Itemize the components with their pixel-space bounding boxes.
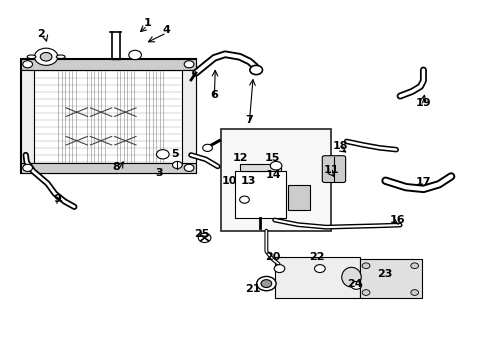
Text: 21: 21 [245, 284, 261, 294]
Text: 1: 1 [143, 18, 151, 28]
Text: 12: 12 [232, 153, 248, 163]
Text: 11: 11 [323, 165, 338, 175]
Text: 24: 24 [347, 279, 363, 289]
Circle shape [410, 263, 418, 269]
Circle shape [128, 50, 141, 60]
Circle shape [184, 164, 194, 171]
Circle shape [274, 265, 285, 273]
Circle shape [249, 65, 262, 75]
Bar [239, 164, 281, 171]
Text: 17: 17 [415, 177, 430, 187]
Circle shape [350, 282, 361, 289]
Text: 23: 23 [376, 269, 391, 279]
Circle shape [261, 280, 271, 288]
Bar [21, 59, 196, 173]
Text: 7: 7 [245, 115, 253, 125]
Text: 19: 19 [415, 98, 430, 108]
Circle shape [34, 48, 58, 65]
Bar [182, 70, 196, 163]
Bar [221, 129, 330, 231]
Text: 10: 10 [221, 176, 236, 186]
Circle shape [156, 150, 169, 159]
Circle shape [239, 196, 249, 203]
Bar [21, 59, 196, 70]
Ellipse shape [56, 55, 65, 59]
Text: 3: 3 [155, 168, 163, 178]
Ellipse shape [341, 267, 361, 287]
FancyBboxPatch shape [322, 156, 345, 183]
Text: 15: 15 [264, 153, 280, 163]
Circle shape [314, 265, 325, 273]
Text: 14: 14 [265, 170, 281, 180]
Circle shape [410, 290, 418, 296]
Text: 6: 6 [210, 90, 218, 100]
Circle shape [202, 144, 212, 152]
Circle shape [362, 290, 369, 296]
Circle shape [40, 53, 52, 61]
Circle shape [362, 263, 369, 269]
Text: 5: 5 [171, 149, 179, 159]
Bar [234, 171, 285, 217]
Text: 18: 18 [332, 141, 348, 151]
Text: 20: 20 [264, 252, 280, 262]
Text: 2: 2 [37, 28, 45, 39]
Bar [274, 257, 359, 298]
Bar [287, 185, 309, 210]
Bar [360, 259, 422, 298]
Text: 25: 25 [194, 229, 209, 239]
Circle shape [23, 61, 32, 68]
Circle shape [256, 276, 276, 291]
Text: 13: 13 [240, 176, 256, 186]
Circle shape [270, 161, 282, 170]
Bar [21, 70, 34, 163]
Circle shape [198, 233, 210, 243]
Text: 16: 16 [389, 215, 405, 225]
Circle shape [184, 61, 194, 68]
Text: 4: 4 [163, 25, 170, 35]
Text: 22: 22 [308, 252, 324, 262]
Text: 9: 9 [53, 194, 61, 203]
Circle shape [23, 164, 32, 171]
Ellipse shape [27, 55, 36, 59]
Bar [21, 163, 196, 173]
Circle shape [172, 161, 182, 168]
Text: 8: 8 [113, 162, 120, 172]
